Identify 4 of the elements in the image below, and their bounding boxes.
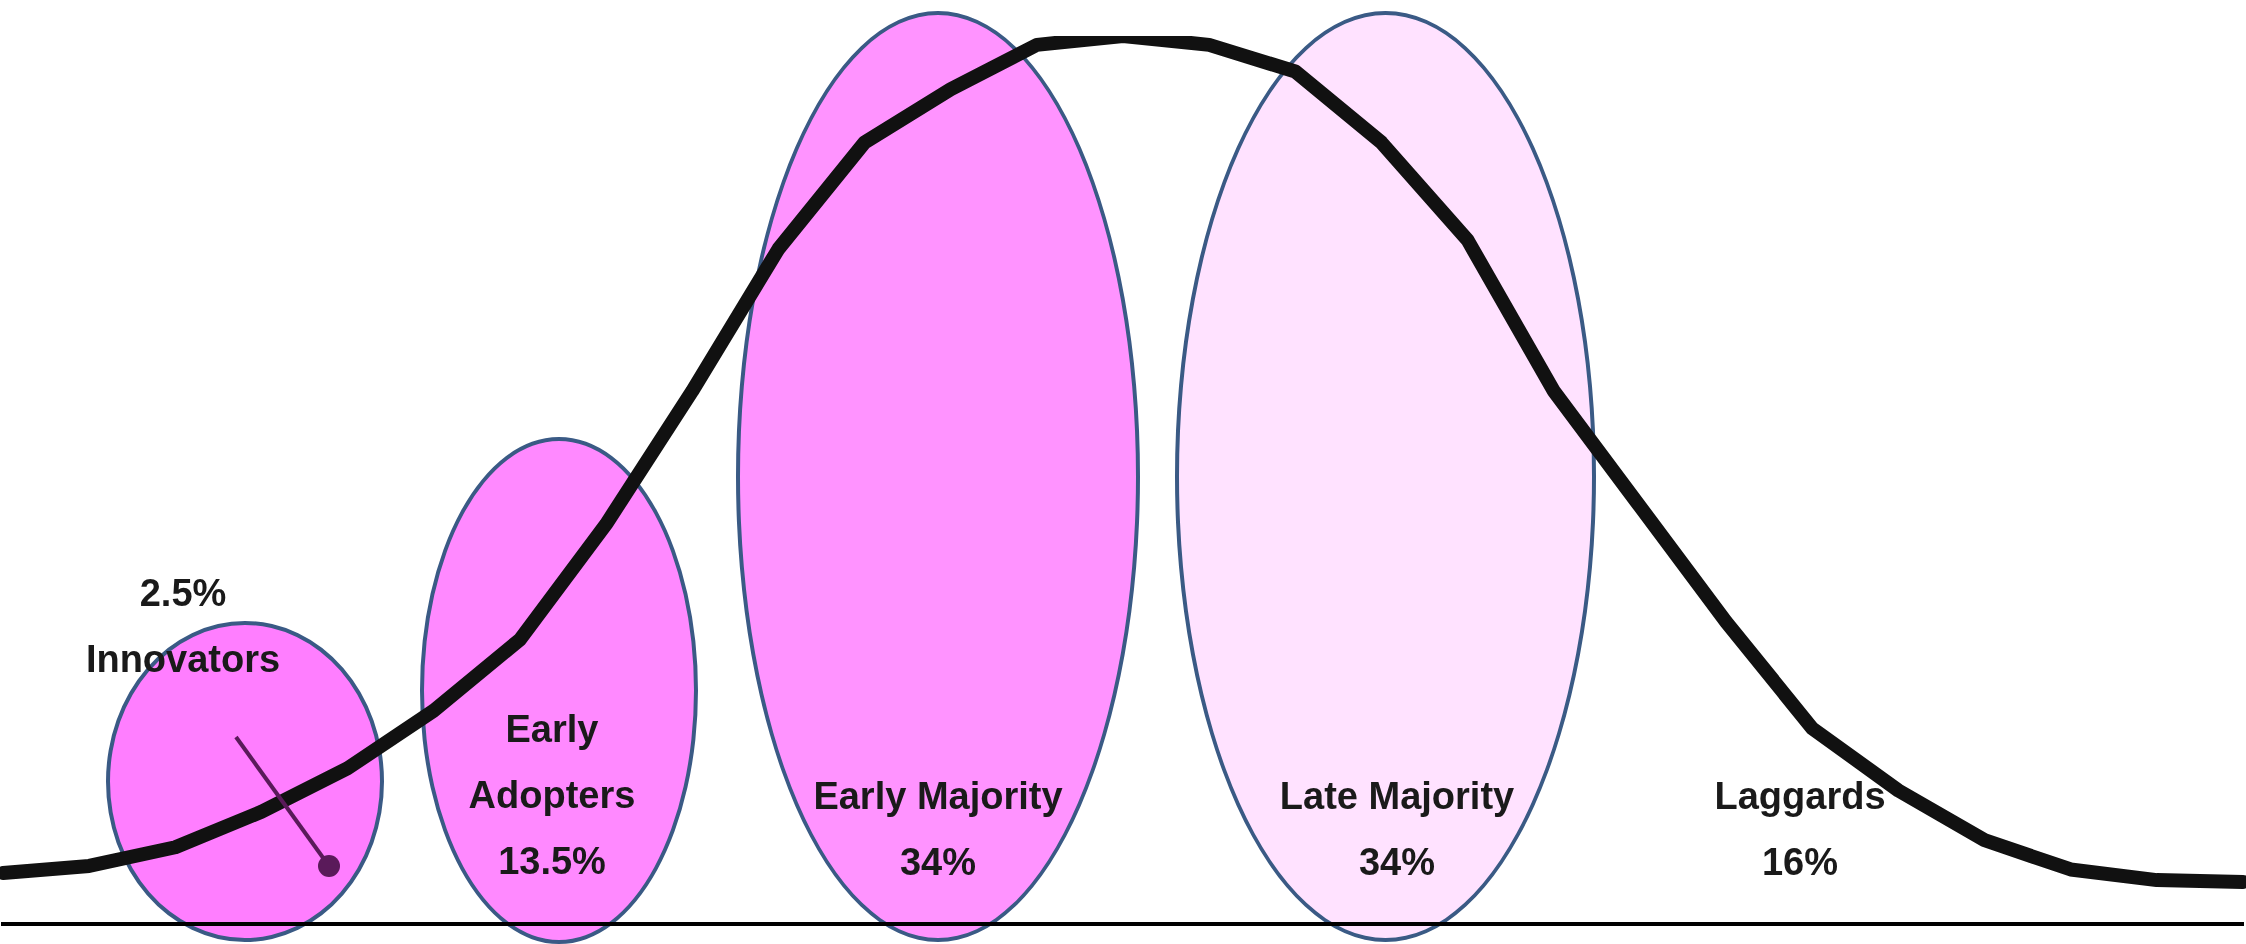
annotation: Late Majority 34% — [1279, 775, 1515, 883]
annotation: Early Majority 34% — [813, 775, 1063, 883]
annotation: Laggards 16% — [1714, 775, 1886, 883]
annotation: Early Adopters 13.5% — [468, 708, 636, 882]
